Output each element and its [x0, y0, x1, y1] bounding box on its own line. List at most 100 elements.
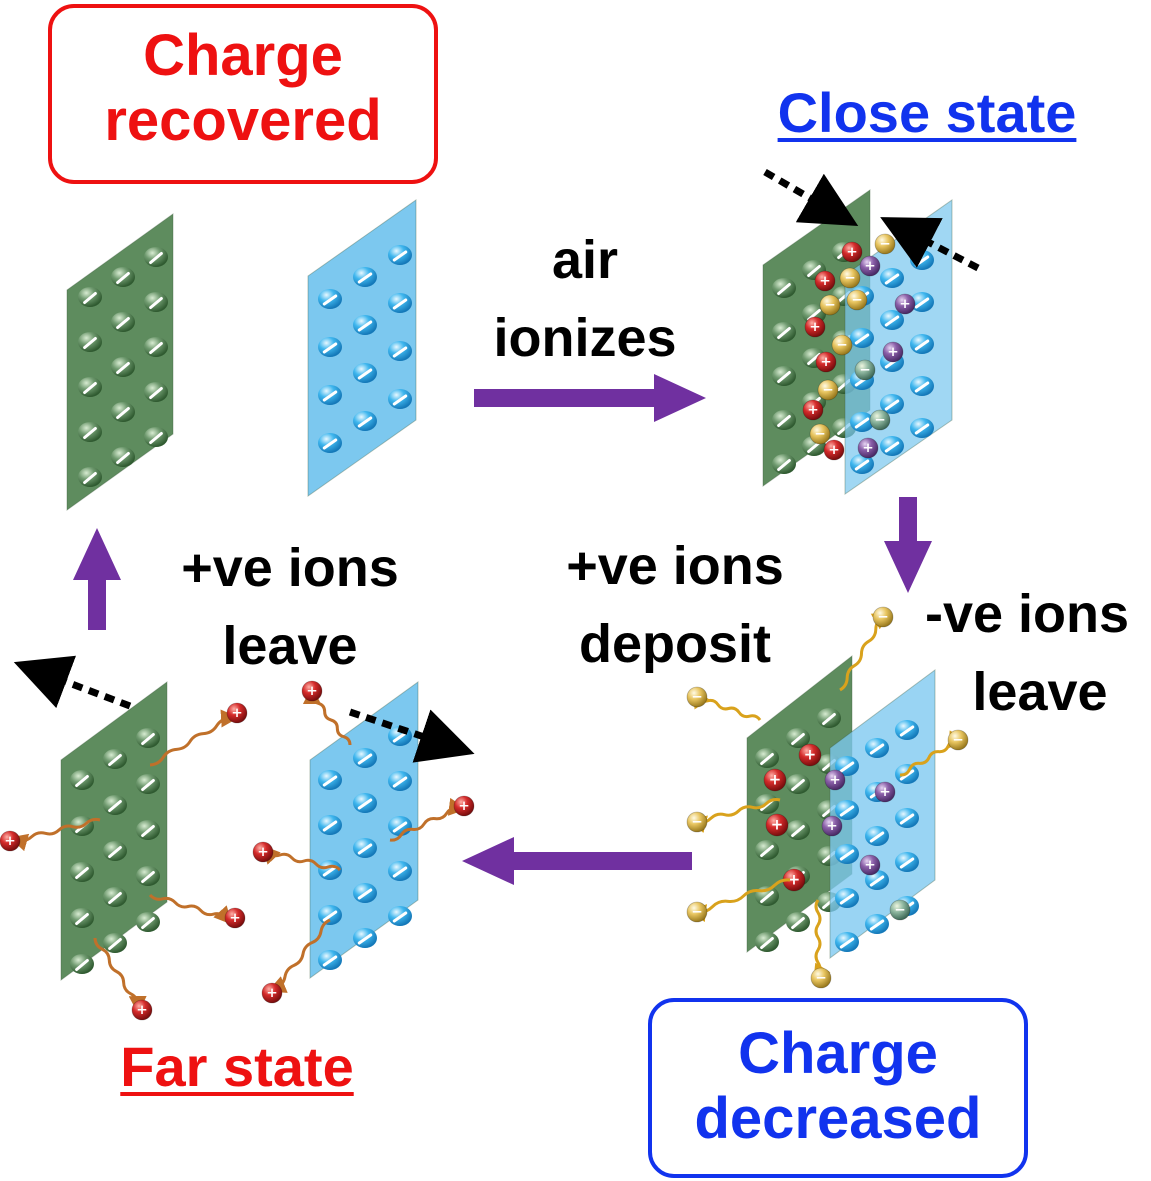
surface-charge-mark — [854, 417, 870, 429]
ion-sign: − — [874, 412, 885, 428]
ion-sign: − — [836, 337, 847, 353]
surface-charge-mark — [807, 353, 821, 365]
ion-sign: − — [815, 970, 826, 986]
surface-charge-mark — [392, 911, 408, 923]
positive-ion-behind-plate — [857, 437, 879, 459]
ion-sign: + — [887, 344, 898, 360]
surface-charge-mark — [839, 893, 855, 905]
surface-charge-mark — [141, 779, 155, 791]
close-state-label: Close state — [777, 81, 1077, 144]
ion-sign: − — [822, 382, 833, 398]
positive-ion-behind-plate — [894, 293, 916, 315]
ion-sign: + — [862, 440, 873, 456]
ion-sign: − — [879, 236, 890, 252]
negative-ion — [947, 729, 969, 751]
surface-charge-mark — [899, 769, 915, 781]
surface-charge-mark — [839, 849, 855, 861]
surface-charge-mark — [116, 452, 130, 464]
ion-trail — [93, 937, 147, 1014]
positive-ion-behind-plate — [859, 255, 881, 277]
negative-ion — [872, 606, 894, 628]
ion-sign: − — [877, 609, 888, 625]
positive-ion — [804, 316, 826, 338]
ion-trail — [899, 730, 967, 777]
surface-charge-mark — [357, 888, 373, 900]
surface-charge-mark — [322, 820, 338, 832]
negative-ion — [817, 379, 839, 401]
surface-charge-mark — [322, 390, 338, 402]
surface-charge-mark — [884, 399, 900, 411]
surface-charge-mark — [83, 337, 97, 349]
negative-ion — [686, 686, 708, 708]
positive-ion-behind-plate — [824, 769, 846, 791]
ion-sign: − — [824, 297, 835, 313]
neg-ions-leave-label-1: -ve ions — [924, 584, 1130, 644]
ion-sign: − — [691, 689, 702, 705]
surface-charge-mark — [854, 333, 870, 345]
surface-charge-mark — [839, 937, 855, 949]
surface-charge-mark — [807, 441, 821, 453]
negative-ion — [686, 901, 708, 923]
surface-charge-mark — [392, 394, 408, 406]
ion-sign: + — [769, 771, 781, 789]
surface-charge-mark — [899, 857, 915, 869]
surface-charge-mark — [116, 407, 130, 419]
surface-charge-mark — [884, 273, 900, 285]
ion-sign: + — [458, 798, 469, 814]
charge-recovered-box: Charge recovered — [48, 4, 438, 184]
surface-charge-mark — [83, 472, 97, 484]
positive-ion — [0, 830, 21, 852]
surface-charge-mark — [914, 423, 930, 435]
charge-decreased-label-2: decreased — [694, 1085, 982, 1151]
surface-charge-mark — [357, 933, 373, 945]
ion-sign: + — [771, 816, 783, 834]
surface-charge-mark — [357, 368, 373, 380]
surface-charge-mark — [322, 294, 338, 306]
surface-charge-mark — [899, 813, 915, 825]
negative-ion-behind-plate — [869, 409, 891, 431]
ion-trail — [267, 918, 331, 993]
approach-arrow-left — [763, 168, 859, 227]
surface-charge-mark — [108, 938, 122, 950]
surface-charge-mark — [149, 252, 163, 264]
surface-charge-mark — [392, 298, 408, 310]
ion-sign: − — [691, 814, 702, 830]
surface-charge-mark — [141, 825, 155, 837]
surface-charge-mark — [149, 342, 163, 354]
surface-charge-mark — [392, 731, 408, 743]
positive-ion-behind-plate — [821, 815, 843, 837]
surface-charge-mark — [322, 910, 338, 922]
surface-charge-mark — [822, 713, 836, 725]
surface-charge-mark — [884, 441, 900, 453]
ion-sign: − — [814, 426, 825, 442]
surface-charge-mark — [141, 917, 155, 929]
positive-ion — [814, 270, 836, 292]
surface-charge-mark — [357, 416, 373, 428]
surface-charge-mark — [116, 362, 130, 374]
surface-charge-mark — [108, 800, 122, 812]
surface-charge-mark — [914, 381, 930, 393]
positive-ion — [823, 439, 845, 461]
ion-trail — [688, 878, 791, 923]
surface-charge-mark — [141, 871, 155, 883]
surface-charge-mark — [83, 427, 97, 439]
surface-charge-mark — [75, 913, 89, 925]
ion-sign: − — [691, 904, 702, 920]
ion-sign: + — [266, 985, 277, 1001]
surface-charge-mark — [791, 779, 805, 791]
charge-decreased-label-1: Charge — [738, 1021, 938, 1086]
positive-ion — [815, 351, 837, 373]
surface-charge-mark — [116, 272, 130, 284]
ion-sign: + — [257, 844, 268, 860]
surface-charge-mark — [116, 317, 130, 329]
surface-charge-mark — [869, 919, 885, 931]
blue-metal-plate-far — [309, 681, 419, 979]
surface-charge-mark — [108, 892, 122, 904]
ion-sign: − — [952, 732, 963, 748]
negative-ion-behind-plate — [854, 359, 876, 381]
ion-trail — [839, 612, 891, 692]
surface-charge-mark — [791, 733, 805, 745]
surface-charge-mark — [777, 283, 791, 295]
positive-ion — [841, 241, 863, 263]
